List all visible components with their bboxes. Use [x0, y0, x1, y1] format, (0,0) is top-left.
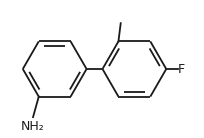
Text: NH₂: NH₂: [21, 120, 45, 133]
Text: F: F: [177, 63, 184, 75]
